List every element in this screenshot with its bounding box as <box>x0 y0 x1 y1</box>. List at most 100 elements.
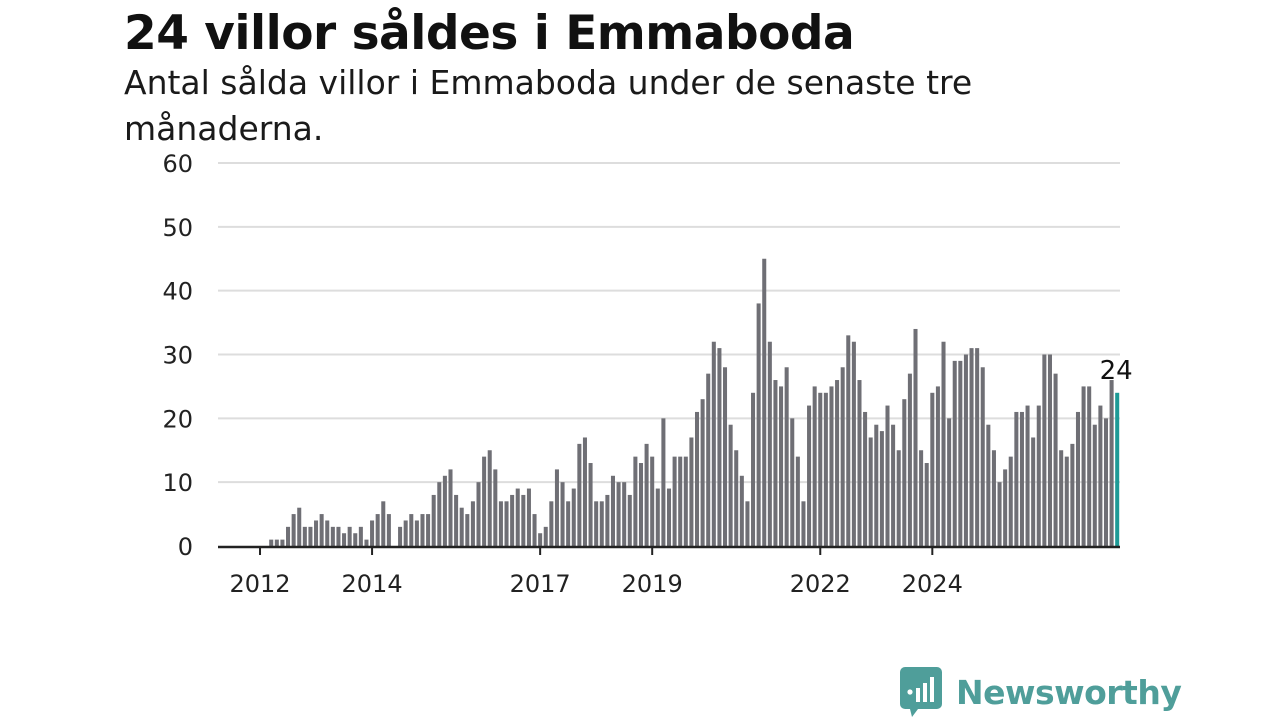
x-tick-label: 2022 <box>790 570 851 598</box>
bar <box>336 526 341 546</box>
bar <box>493 469 498 546</box>
bar <box>566 501 571 546</box>
bar <box>767 341 772 546</box>
bar <box>1042 354 1047 546</box>
bar <box>1092 424 1097 546</box>
bar <box>577 443 582 546</box>
bar <box>403 520 408 546</box>
bar <box>818 392 823 546</box>
bar <box>274 539 279 546</box>
bar <box>795 456 800 546</box>
bar <box>823 392 828 546</box>
y-tick-label: 30 <box>162 342 193 370</box>
bar <box>762 258 767 546</box>
y-tick-label: 0 <box>178 533 193 561</box>
bar <box>963 354 968 546</box>
bar <box>784 367 789 546</box>
bar <box>442 475 447 546</box>
bar <box>549 501 554 546</box>
bar <box>924 463 929 546</box>
bar <box>919 450 924 546</box>
bar <box>386 514 391 546</box>
bar <box>431 494 436 546</box>
bar <box>470 501 475 546</box>
bar <box>745 501 750 546</box>
bar <box>846 335 851 546</box>
bar <box>678 456 683 546</box>
bar <box>986 424 991 546</box>
bar <box>291 514 296 546</box>
bar <box>1081 386 1086 546</box>
bar <box>454 494 459 546</box>
bar <box>739 475 744 546</box>
bar <box>694 411 700 546</box>
bar <box>801 501 806 546</box>
bar <box>308 526 313 546</box>
bar <box>1025 405 1030 546</box>
bar <box>952 360 957 546</box>
bar <box>1059 450 1064 546</box>
bar <box>280 539 285 546</box>
bar <box>1103 418 1109 546</box>
bar <box>1019 411 1024 546</box>
bar <box>863 411 868 546</box>
x-tick-label: 2019 <box>622 570 683 598</box>
bar <box>482 456 487 546</box>
bar <box>700 399 705 546</box>
bar <box>779 386 784 546</box>
bar <box>751 392 756 546</box>
bar <box>314 520 319 546</box>
bar <box>319 514 324 546</box>
bar <box>498 501 503 546</box>
bar <box>297 507 302 546</box>
bar <box>835 380 840 546</box>
bar <box>515 488 520 546</box>
bar <box>930 392 935 546</box>
brand-name: Newsworthy <box>956 672 1182 712</box>
bar <box>1003 469 1008 546</box>
bar <box>683 456 688 546</box>
bar <box>650 456 655 546</box>
bar <box>666 488 672 546</box>
bar <box>1109 380 1114 546</box>
bar <box>913 328 918 546</box>
chart-subtitle: Antal sålda villor i Emmaboda under de s… <box>124 63 973 148</box>
bar <box>504 501 509 546</box>
newsworthy-logo-icon <box>900 667 942 717</box>
bars <box>269 258 1120 546</box>
bar <box>476 482 481 546</box>
bar <box>420 514 425 546</box>
x-axis-ticks: 2012 2014 2017 2019 2022 2024 <box>229 546 963 598</box>
bar <box>638 463 644 546</box>
bar <box>571 488 576 546</box>
bar <box>1008 456 1013 546</box>
bar <box>991 450 996 546</box>
bar <box>655 488 660 546</box>
bar <box>958 360 963 546</box>
bar <box>975 348 980 546</box>
bar <box>790 418 795 546</box>
y-axis-tick-labels: 0 10 20 30 40 50 60 <box>162 150 193 561</box>
bar <box>358 526 363 546</box>
bar <box>325 520 330 546</box>
bar <box>526 488 531 546</box>
last-value-label: 24 <box>1100 356 1133 386</box>
bar <box>605 494 610 546</box>
bar <box>554 469 559 546</box>
bar <box>723 367 728 546</box>
bar <box>706 373 711 546</box>
bar <box>689 437 694 546</box>
bar <box>907 373 912 546</box>
bar <box>510 494 515 546</box>
bar <box>342 533 347 546</box>
bar <box>874 424 879 546</box>
bar <box>353 533 358 546</box>
bar <box>594 501 599 546</box>
bar <box>773 380 778 546</box>
bar <box>1053 373 1058 546</box>
bar <box>588 463 593 546</box>
x-tick-label: 2017 <box>510 570 571 598</box>
bar <box>661 418 666 546</box>
bar <box>543 526 548 546</box>
